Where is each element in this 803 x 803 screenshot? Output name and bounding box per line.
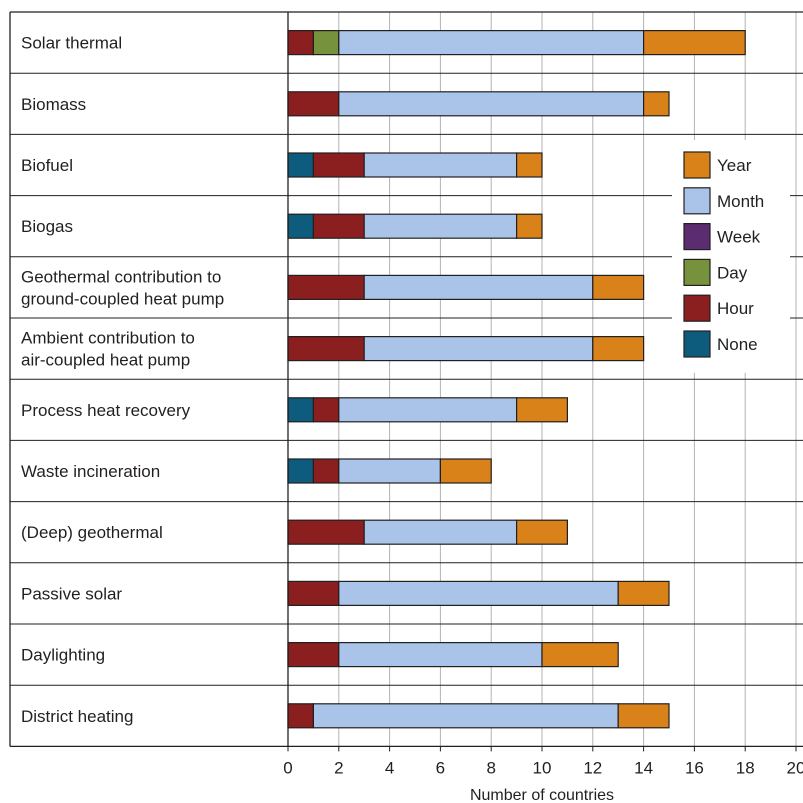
x-tick-label: 10 — [533, 758, 552, 777]
bar-segment-none — [287, 152, 314, 178]
category-label: Biomass — [21, 95, 86, 114]
bar-segment-none — [287, 458, 314, 484]
bar-segment-hour — [287, 91, 340, 117]
bar-segment-year — [541, 641, 619, 668]
bar-segment-month — [363, 274, 594, 300]
category-label: District heating — [21, 707, 133, 726]
legend-swatch-year — [683, 151, 711, 179]
category-label: Solar thermal — [21, 34, 122, 53]
bar-segment-year — [617, 580, 670, 607]
legend-label-week: Week — [717, 228, 761, 247]
bar-segment-hour — [287, 641, 340, 668]
x-tick-label: 4 — [385, 758, 394, 777]
bar-segment-year — [515, 213, 543, 239]
bar-segment-month — [338, 580, 619, 607]
bar-segment-month — [338, 641, 543, 668]
bar-segment-month — [363, 519, 518, 545]
category-label: Passive solar — [21, 584, 122, 603]
category-rows: Solar thermal Biomass Biofuel Biogas Geother… — [10, 34, 803, 726]
category-label: Ambient contribution to — [21, 329, 195, 348]
x-tick-label: 12 — [583, 758, 602, 777]
category-label: ground-coupled heat pump — [21, 289, 224, 308]
bar-segment-hour — [287, 580, 340, 607]
bar-segment-month — [363, 213, 518, 239]
plot-frame — [9, 11, 803, 748]
category-label: Daylighting — [21, 646, 105, 665]
legend: Year Month Week Day Hour None — [672, 140, 790, 373]
legend-label-hour: Hour — [717, 299, 754, 318]
bar-segment-year — [515, 152, 543, 178]
bar-segment-hour — [312, 213, 365, 239]
x-tick-label: 8 — [486, 758, 495, 777]
bar-segment-year — [515, 397, 568, 423]
bar-segment-month — [338, 30, 645, 56]
x-tick-label: 16 — [685, 758, 704, 777]
bar-segment-year — [515, 519, 568, 545]
category-label: air-coupled heat pump — [21, 351, 190, 370]
x-tick-label: 2 — [334, 758, 343, 777]
bar-segment-year — [642, 30, 746, 56]
legend-swatch-week — [683, 223, 711, 251]
bar-segment-month — [338, 91, 645, 117]
legend-swatch-none — [683, 330, 711, 358]
bar-segment-month — [312, 703, 619, 729]
x-tick-label: 6 — [436, 758, 445, 777]
bar-segment-hour — [287, 30, 314, 56]
category-label: Geothermal contribution to — [21, 267, 221, 286]
legend-swatch-day — [683, 258, 711, 286]
legend-label-month: Month — [717, 192, 764, 211]
x-axis-title: Number of countries — [470, 787, 614, 803]
bar-segment-hour — [287, 519, 365, 545]
x-axis-ticks: 0 2 4 6 8 10 12 14 16 18 20 — [283, 746, 803, 777]
bar-segment-year — [592, 336, 645, 362]
bar-segment-year — [642, 91, 670, 117]
bar-segment-hour — [287, 336, 365, 362]
legend-label-year: Year — [717, 156, 752, 175]
bar-segment-hour — [287, 274, 365, 300]
category-label: Biogas — [21, 217, 73, 236]
bar-segment-year — [617, 703, 670, 729]
x-tick-label: 0 — [283, 758, 292, 777]
bar-segment-hour — [312, 397, 340, 423]
bar-segment-day — [312, 30, 340, 56]
x-tick-label: 18 — [736, 758, 755, 777]
bar-segment-month — [338, 458, 441, 484]
bars — [287, 30, 746, 729]
bar-segment-none — [287, 397, 314, 423]
bar-segment-year — [592, 274, 645, 300]
legend-label-day: Day — [717, 263, 748, 282]
category-label: Process heat recovery — [21, 401, 191, 420]
x-tick-label: 20 — [787, 758, 803, 777]
bar-segment-month — [363, 152, 518, 178]
bar-segment-month — [363, 336, 594, 362]
bar-segment-year — [439, 458, 492, 484]
bar-segment-hour — [312, 458, 340, 484]
category-label: Biofuel — [21, 156, 73, 175]
legend-swatch-hour — [683, 294, 711, 322]
bar-segment-month — [338, 397, 518, 423]
bar-segment-hour — [287, 703, 314, 729]
bar-segment-none — [287, 213, 314, 239]
category-label: Waste incineration — [21, 462, 160, 481]
legend-label-none: None — [717, 335, 758, 354]
legend-swatch-month — [683, 187, 711, 215]
category-label: (Deep) geothermal — [21, 523, 163, 542]
x-tick-label: 14 — [634, 758, 653, 777]
bar-segment-hour — [312, 152, 365, 178]
